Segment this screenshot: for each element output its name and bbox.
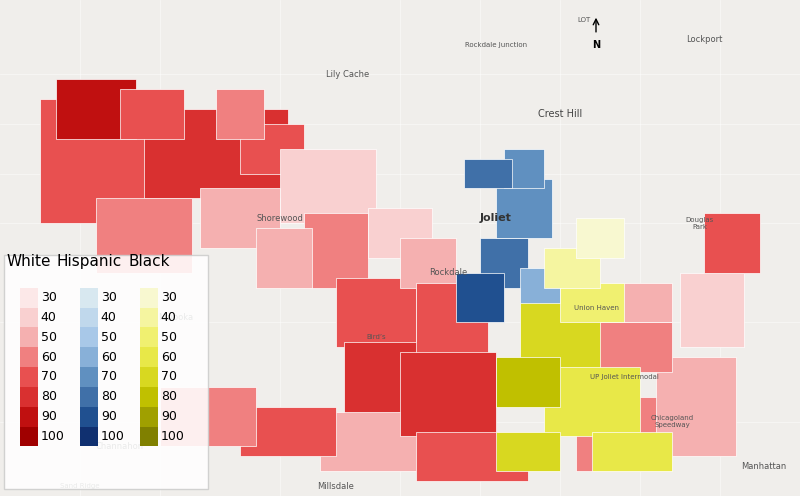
Bar (20, 427, 38, 446)
Bar (80, 327, 98, 347)
Text: 100: 100 (161, 430, 185, 443)
Bar (200, 188, 280, 248)
Bar (416, 283, 488, 357)
FancyBboxPatch shape (4, 255, 208, 489)
Text: 40: 40 (101, 311, 117, 324)
Bar (576, 218, 624, 258)
Bar (80, 387, 98, 407)
Bar (256, 228, 312, 288)
Bar (80, 347, 98, 367)
Bar (656, 357, 736, 456)
Bar (140, 347, 158, 367)
Bar (80, 308, 98, 327)
Bar (520, 303, 600, 372)
Bar (216, 89, 264, 139)
Text: Douglas
Park: Douglas Park (686, 217, 714, 230)
Bar (20, 347, 38, 367)
Text: UP Joliet Intermodal: UP Joliet Intermodal (590, 374, 658, 380)
Bar (20, 288, 38, 308)
Bar (20, 308, 38, 327)
Bar (240, 407, 336, 456)
Bar (336, 278, 416, 347)
Text: Minooka: Minooka (158, 313, 194, 322)
Bar (140, 288, 158, 308)
Text: 80: 80 (161, 390, 177, 403)
Bar (400, 352, 496, 436)
Bar (160, 387, 256, 446)
Text: 70: 70 (101, 371, 117, 383)
Bar (544, 248, 600, 288)
Text: Millsdale: Millsdale (318, 482, 354, 491)
Text: White: White (6, 254, 51, 269)
Bar (704, 213, 760, 273)
Bar (20, 387, 38, 407)
Bar (544, 367, 640, 436)
Text: 50: 50 (161, 331, 177, 344)
Text: 30: 30 (101, 291, 117, 304)
Text: Crest Hill: Crest Hill (538, 109, 582, 119)
Text: Bird’s: Bird’s (366, 334, 386, 340)
Bar (576, 322, 672, 372)
Text: 60: 60 (161, 351, 177, 364)
Bar (140, 367, 158, 387)
Bar (80, 427, 98, 446)
Text: LOT: LOT (578, 17, 590, 23)
Text: 60: 60 (41, 351, 57, 364)
Text: Rockdale Junction: Rockdale Junction (465, 42, 527, 48)
Bar (560, 283, 624, 322)
Bar (680, 273, 744, 347)
Bar (504, 149, 544, 188)
Text: 70: 70 (161, 371, 177, 383)
Text: Union Haven: Union Haven (574, 305, 618, 310)
Bar (140, 327, 158, 347)
Bar (80, 407, 98, 427)
Bar (304, 213, 368, 288)
Text: 80: 80 (101, 390, 117, 403)
Text: 90: 90 (161, 410, 177, 423)
Text: 40: 40 (41, 311, 57, 324)
Bar (576, 397, 672, 471)
Text: Hispanic: Hispanic (56, 254, 122, 269)
Text: 90: 90 (41, 410, 57, 423)
Text: 100: 100 (41, 430, 65, 443)
Bar (20, 407, 38, 427)
Bar (80, 288, 98, 308)
Bar (20, 367, 38, 387)
Bar (140, 308, 158, 327)
Bar (96, 198, 192, 273)
Bar (520, 268, 560, 308)
Bar (140, 407, 158, 427)
Bar (464, 159, 512, 188)
Bar (496, 179, 552, 238)
Bar (496, 357, 560, 407)
Bar (40, 99, 160, 223)
Text: 80: 80 (41, 390, 57, 403)
Text: N: N (592, 40, 600, 50)
Bar (280, 149, 376, 223)
Text: Sand Ridge: Sand Ridge (60, 483, 100, 489)
Text: Manhattan: Manhattan (742, 462, 786, 471)
Bar (80, 367, 98, 387)
Bar (144, 109, 288, 198)
Bar (368, 208, 432, 258)
Bar (320, 412, 432, 471)
Text: Chicagoland
Speedway: Chicagoland Speedway (650, 415, 694, 428)
Bar (20, 327, 38, 347)
Bar (456, 273, 504, 322)
Bar (240, 124, 304, 174)
Text: 100: 100 (101, 430, 125, 443)
Bar (480, 238, 528, 288)
Bar (400, 238, 456, 288)
Bar (592, 432, 672, 471)
Text: Lily Cache: Lily Cache (326, 70, 370, 79)
Text: 40: 40 (161, 311, 177, 324)
Bar (140, 387, 158, 407)
Text: 90: 90 (101, 410, 117, 423)
Bar (344, 342, 440, 422)
Text: 30: 30 (161, 291, 177, 304)
Bar (416, 432, 528, 481)
Text: 60: 60 (101, 351, 117, 364)
Bar (608, 283, 672, 322)
Bar (140, 427, 158, 446)
